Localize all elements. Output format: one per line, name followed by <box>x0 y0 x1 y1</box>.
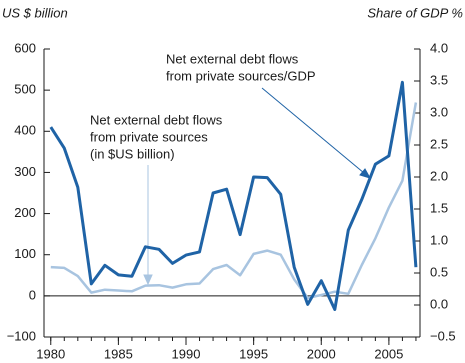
annotation: Net external debt flows <box>166 51 299 66</box>
data-line <box>50 102 418 300</box>
y-tick-label: 500 <box>14 82 36 97</box>
y2-tick-label: 0.5 <box>430 264 448 279</box>
y2-tick-label: 3.5 <box>430 72 448 87</box>
x-tick-label: 2005 <box>374 346 403 361</box>
annotation: from private sources <box>90 129 208 144</box>
y-tick-label: 200 <box>14 205 36 220</box>
y2-tick-label: −0.5 <box>430 328 456 343</box>
y2-tick-label: 2.0 <box>430 168 448 183</box>
y-tick-label: 0 <box>29 287 36 302</box>
x-tick-label: 1985 <box>104 346 133 361</box>
y-tick-label: −100 <box>7 328 36 343</box>
x-tick-label: 1980 <box>36 346 65 361</box>
annotation: from private sources/GDP <box>166 68 316 83</box>
y-tick-label: 100 <box>14 246 36 261</box>
annotation: (in $US billion) <box>90 146 175 161</box>
y-tick-label: 300 <box>14 164 36 179</box>
annotation: Net external debt flows <box>90 112 223 127</box>
x-tick-label: 1995 <box>239 346 268 361</box>
x-tick-label: 1990 <box>172 346 201 361</box>
y2-tick-label: 1.5 <box>430 200 448 215</box>
y2-tick-label: 1.0 <box>430 232 448 247</box>
y-axis-title: US $ billion <box>2 5 68 20</box>
y2-tick-label: 4.0 <box>430 40 448 55</box>
y-tick-label: 600 <box>14 40 36 55</box>
y2-axis-title: Share of GDP % <box>367 5 463 20</box>
annotation-arrow <box>143 165 153 286</box>
x-tick-label: 2000 <box>307 346 336 361</box>
data-line <box>49 80 418 311</box>
y-tick-label: 400 <box>14 123 36 138</box>
annotation-arrow <box>261 87 372 179</box>
y2-tick-label: 2.5 <box>430 136 448 151</box>
y2-tick-label: 3.0 <box>430 104 448 119</box>
y2-tick-label: 0.0 <box>430 296 448 311</box>
